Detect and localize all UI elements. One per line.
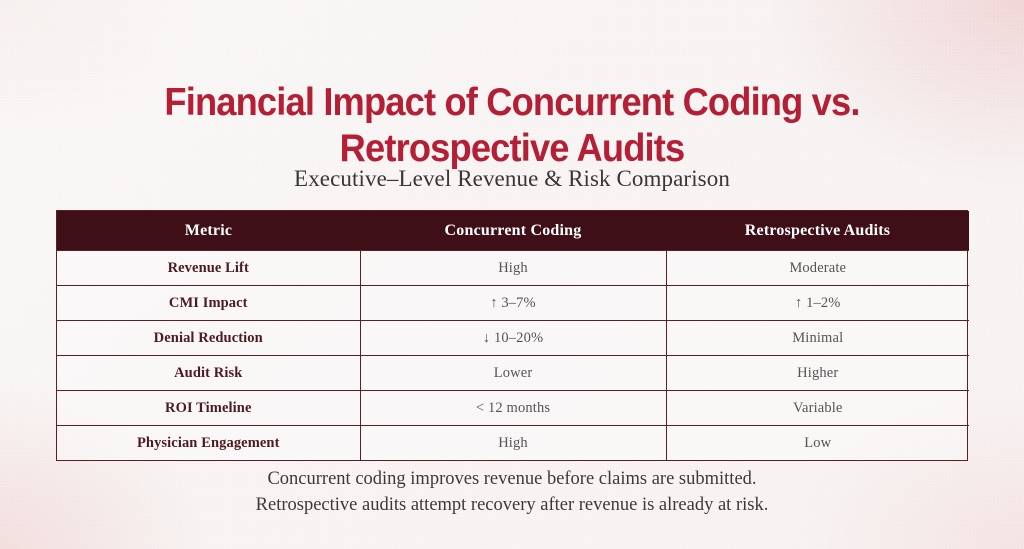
footnote-line-1: Concurrent coding improves revenue befor… (267, 469, 757, 489)
column-header-metric: Metric (57, 211, 360, 251)
table-row: Physician Engagement High Low (57, 425, 969, 460)
table-row: ROI Timeline < 12 months Variable (57, 390, 969, 426)
table-header-row: Metric Concurrent Coding Retrospective A… (57, 211, 969, 251)
page-title-line-1: Financial Impact of Concurrent Coding vs… (164, 81, 860, 125)
table-row: Denial Reduction ↓ 10–20% Minimal (57, 320, 969, 356)
cell-concurrent-physician-engagement: High (360, 425, 667, 460)
column-header-retrospective: Retrospective Audits (666, 211, 969, 251)
cell-metric-denial-reduction: Denial Reduction (57, 320, 361, 356)
cell-metric-roi-timeline: ROI Timeline (57, 390, 361, 426)
table-row: Revenue Lift High Moderate (57, 250, 969, 286)
cell-metric-revenue-lift: Revenue Lift (57, 250, 361, 286)
page-title-line-2: Retrospective Audits (339, 127, 686, 171)
table-header: Metric Concurrent Coding Retrospective A… (57, 211, 969, 251)
cell-metric-physician-engagement: Physician Engagement (57, 425, 361, 460)
cell-concurrent-revenue-lift: High (360, 250, 667, 286)
cell-concurrent-audit-risk: Lower (360, 355, 667, 391)
cell-retrospective-audit-risk: Higher (666, 355, 969, 391)
comparison-table-container: Metric Concurrent Coding Retrospective A… (56, 210, 969, 461)
cell-metric-audit-risk: Audit Risk (57, 355, 361, 391)
page-title: Financial Impact of Concurrent Coding vs… (36, 80, 988, 172)
page-subtitle: Executive–Level Revenue & Risk Compariso… (294, 166, 730, 191)
cell-concurrent-roi-timeline: < 12 months (360, 390, 667, 426)
footnote: Concurrent coding improves revenue befor… (0, 466, 1024, 518)
table-row: CMI Impact ↑ 3–7% ↑ 1–2% (57, 285, 969, 321)
comparison-table: Metric Concurrent Coding Retrospective A… (57, 211, 969, 460)
column-header-concurrent: Concurrent Coding (360, 211, 666, 251)
cell-retrospective-revenue-lift: Moderate (666, 250, 969, 286)
table-row: Audit Risk Lower Higher (57, 355, 969, 391)
cell-retrospective-denial-reduction: Minimal (666, 320, 969, 356)
cell-concurrent-cmi-impact: ↑ 3–7% (360, 285, 667, 321)
cell-concurrent-denial-reduction: ↓ 10–20% (360, 320, 667, 356)
cell-retrospective-cmi-impact: ↑ 1–2% (666, 285, 969, 321)
cell-metric-cmi-impact: CMI Impact (57, 285, 361, 321)
table-body: Revenue Lift High Moderate CMI Impact ↑ … (57, 250, 969, 460)
footnote-line-2: Retrospective audits attempt recovery af… (255, 495, 769, 515)
cell-retrospective-physician-engagement: Low (666, 425, 969, 460)
cell-retrospective-roi-timeline: Variable (666, 390, 969, 426)
